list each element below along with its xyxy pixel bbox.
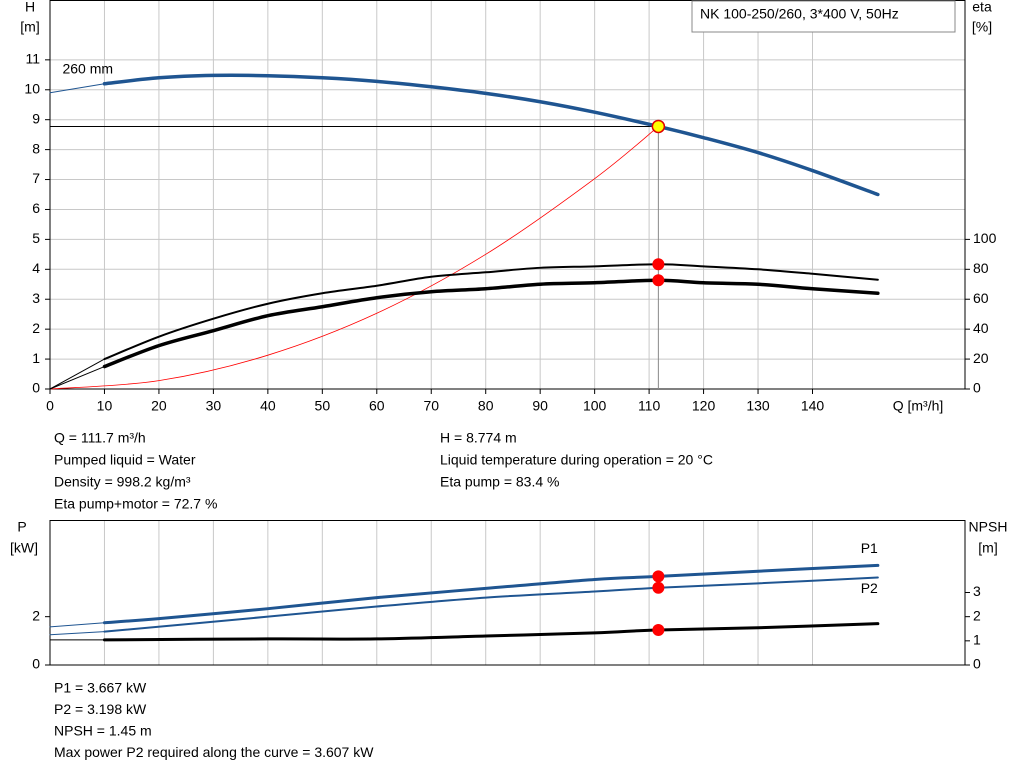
x-tick-label: 70 <box>423 398 439 414</box>
y-axis-label: H <box>25 0 35 15</box>
curve <box>102 563 880 625</box>
y-tick-label: 0 <box>32 380 40 396</box>
curve <box>102 622 880 642</box>
readout-line: NPSH = 1.45 m <box>54 723 152 739</box>
y-tick-label: 2 <box>32 320 40 336</box>
y2-axis-label: [m] <box>978 540 997 556</box>
operating-point <box>652 258 665 271</box>
y2-axis-label: eta <box>972 0 992 15</box>
plot-frame <box>49 520 966 666</box>
operating-point <box>652 274 665 287</box>
curve <box>49 622 105 628</box>
y-axis-label: [kW] <box>10 540 38 556</box>
y-axis-label: [m] <box>20 19 39 35</box>
x-tick-label: 40 <box>260 398 276 414</box>
curve <box>103 263 879 361</box>
y-tick-label: 6 <box>32 200 40 216</box>
x-tick-label: 60 <box>369 398 385 414</box>
readout-line: Density = 998.2 kg/m³ <box>54 474 191 490</box>
readout-line: Eta pump+motor = 72.7 % <box>54 496 217 512</box>
y2-tick-label: 20 <box>973 350 989 366</box>
y2-tick-label: 0 <box>973 380 981 396</box>
x-axis-label: Q [m³/h] <box>893 398 944 414</box>
y2-tick-label: 1 <box>973 632 981 648</box>
y2-tick-label: 60 <box>973 290 989 306</box>
y2-axis-label: NPSH <box>969 519 1008 535</box>
y-tick-label: 9 <box>32 110 40 126</box>
y-tick-label: 3 <box>32 290 40 306</box>
y-tick-label: 0 <box>32 656 40 672</box>
operating-point <box>651 119 666 134</box>
readout-line: P2 = 3.198 kW <box>54 701 147 717</box>
y2-tick-label: 40 <box>973 320 989 336</box>
plot-frame <box>49 0 966 390</box>
operating-point <box>652 581 665 594</box>
y-tick-label: 10 <box>24 80 40 96</box>
curve <box>49 631 105 636</box>
curve-label: P1 <box>861 540 878 556</box>
x-tick-label: 130 <box>746 398 770 414</box>
curve-label: P2 <box>861 580 878 596</box>
curve <box>49 358 105 390</box>
readout-line: Liquid temperature during operation = 20… <box>440 452 713 468</box>
curve <box>103 576 879 633</box>
y-axis-label: P <box>17 519 26 535</box>
curve <box>49 83 105 94</box>
y2-axis-label: [%] <box>972 19 992 35</box>
chart-title: NK 100-250/260, 3*400 V, 50Hz <box>700 6 899 22</box>
y-tick-label: 5 <box>32 230 40 246</box>
title-box <box>691 0 956 33</box>
readout-line: Eta pump = 83.4 % <box>440 474 559 490</box>
readout-line: Max power P2 required along the curve = … <box>54 744 374 760</box>
y-tick-label: 7 <box>32 170 40 186</box>
y2-tick-label: 0 <box>973 656 981 672</box>
x-tick-label: 50 <box>315 398 331 414</box>
plot-area <box>50 520 965 665</box>
x-tick-label: 110 <box>638 398 661 414</box>
y2-tick-label: 3 <box>973 583 981 599</box>
curve <box>49 366 105 390</box>
y-tick-label: 4 <box>32 260 40 276</box>
y-tick-label: 8 <box>32 140 40 156</box>
x-tick-label: 140 <box>801 398 825 414</box>
x-tick-label: 20 <box>151 398 167 414</box>
y-tick-label: 11 <box>25 51 40 67</box>
y2-tick-label: 100 <box>973 230 997 246</box>
x-tick-label: 30 <box>206 398 222 414</box>
x-tick-label: 120 <box>692 398 716 414</box>
x-tick-label: 10 <box>97 398 113 414</box>
x-tick-label: 80 <box>478 398 494 414</box>
y2-tick-label: 80 <box>973 260 989 276</box>
readout-line: P1 = 3.667 kW <box>54 680 147 696</box>
curve <box>49 126 659 390</box>
operating-point <box>652 570 665 583</box>
operating-point <box>652 623 665 636</box>
x-tick-label: 90 <box>532 398 548 414</box>
readout-line: Pumped liquid = Water <box>54 452 196 468</box>
curve <box>102 73 880 197</box>
x-tick-label: 100 <box>583 398 607 414</box>
x-tick-label: 0 <box>46 398 54 414</box>
curve-label: 260 mm <box>62 60 113 76</box>
plot-area <box>50 0 965 389</box>
readout-line: Q = 111.7 m³/h <box>54 430 146 446</box>
y-tick-label: 2 <box>32 607 40 623</box>
y-tick-label: 1 <box>32 350 40 366</box>
y2-tick-label: 2 <box>973 607 981 623</box>
curve <box>102 278 880 369</box>
readout-line: H = 8.774 m <box>440 430 517 446</box>
